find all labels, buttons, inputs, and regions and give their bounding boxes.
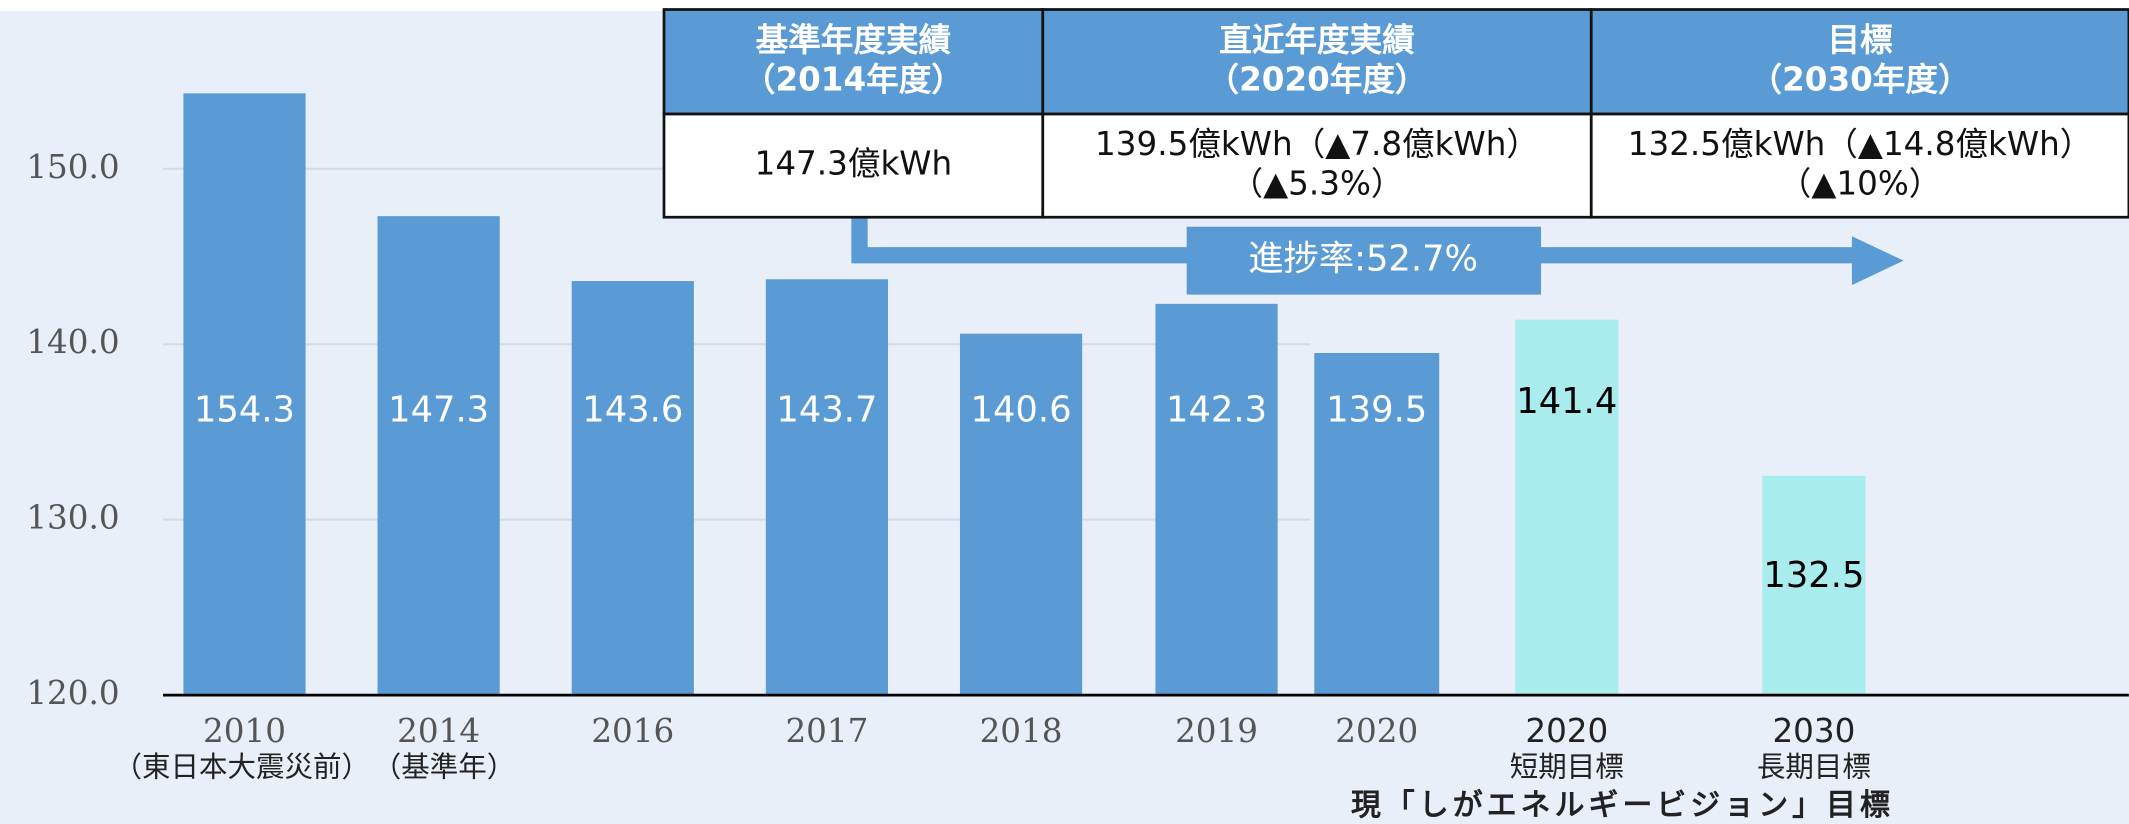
value-label: 143.6 xyxy=(582,389,683,430)
table-header-cell xyxy=(662,8,1045,116)
table-cell xyxy=(1589,112,2129,219)
x-tick-note: （東日本大震災前） xyxy=(114,750,371,783)
y-tick-label: 120.0 xyxy=(26,674,119,712)
bar xyxy=(183,93,306,696)
y-tick-label: 150.0 xyxy=(26,148,119,186)
x-tick-note: 長期目標 xyxy=(1757,750,1871,783)
bar xyxy=(1762,475,1866,696)
annotation: 進捗率:52.7% xyxy=(1248,239,1478,280)
plot: 120.0 130.0 140.0 150.0 154.3 2010（東日本大震災前） 14… xyxy=(26,93,2129,783)
footnote: 現「しがエネルギービジョン」目標 xyxy=(1351,788,1894,820)
x-tick-label: 2018 xyxy=(980,712,1063,750)
table: 基準年度実績（2014年度） 直近年度実績（2020年度） 目標（2030年度） 14… xyxy=(662,8,2129,219)
table-header-text: 目標 xyxy=(1827,21,1893,59)
bar xyxy=(765,279,889,696)
x-tick-label: 2020 xyxy=(1335,712,1418,750)
x-tick-label: 2010 xyxy=(203,712,286,750)
y-tick-label: 130.0 xyxy=(26,499,119,537)
x-tick-label: 2020 xyxy=(1525,712,1608,750)
value-label: 142.3 xyxy=(1166,389,1267,430)
bar xyxy=(1155,303,1278,696)
x-tick-label: 2030 xyxy=(1772,712,1855,750)
table-header-text: 基準年度実績 xyxy=(756,21,952,59)
bar xyxy=(1515,319,1619,696)
value-label: 143.7 xyxy=(776,389,877,430)
x-tick-label: 2016 xyxy=(591,712,674,750)
table-cell-text: （▲10%） xyxy=(1779,164,1942,202)
bar xyxy=(571,281,694,696)
value-label: 132.5 xyxy=(1763,555,1864,596)
arrow-head xyxy=(1851,236,1904,286)
value-label: 140.6 xyxy=(971,389,1072,430)
x-tick-label: 2019 xyxy=(1175,712,1258,750)
top-strip xyxy=(0,0,2129,11)
annotation-box xyxy=(1186,226,1542,295)
value-label: 141.4 xyxy=(1516,381,1617,422)
x-tick-note: 短期目標 xyxy=(1510,750,1624,783)
x-tick-label: 2014 xyxy=(397,712,480,750)
value-label: 154.3 xyxy=(194,389,295,430)
bar xyxy=(959,333,1083,696)
x-tick-note: （基準年） xyxy=(373,750,516,783)
table-header-text: 直近年度実績 xyxy=(1219,21,1415,59)
table-cell-text: 147.3億kWh xyxy=(755,145,953,183)
table-cell xyxy=(662,112,1045,219)
bar xyxy=(1314,352,1440,696)
table-header-text: （2020年度） xyxy=(1207,60,1428,98)
table-cell-text: 139.5億kWh（▲7.8億kWh） xyxy=(1095,125,1539,163)
value-label: 139.5 xyxy=(1326,389,1427,430)
y-tick-label: 140.0 xyxy=(26,323,119,361)
table-header-text: （2014年度） xyxy=(743,60,964,98)
bar xyxy=(377,216,500,696)
table-header-cell xyxy=(1041,8,1593,116)
table-header-text: （2030年度） xyxy=(1750,60,1971,98)
table-header-cell xyxy=(1589,8,2129,116)
table-cell-text: 132.5億kWh（▲14.8億kWh） xyxy=(1628,125,2093,163)
table-cell-text: （▲5.3%） xyxy=(1231,164,1404,202)
x-tick-label: 2017 xyxy=(785,712,868,750)
table-cell xyxy=(1041,112,1593,219)
value-label: 147.3 xyxy=(388,389,489,430)
